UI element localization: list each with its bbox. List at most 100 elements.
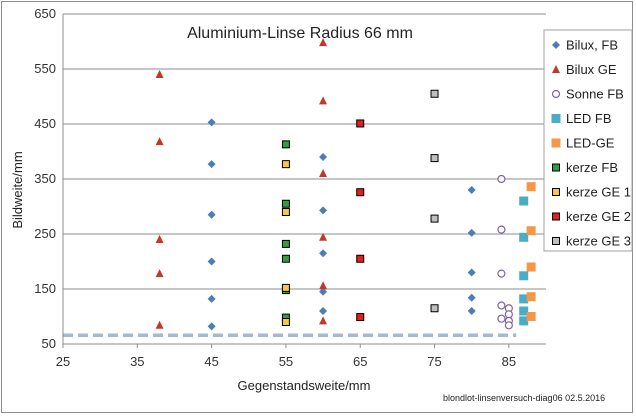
data-point [519,316,529,326]
data-point [281,254,290,263]
data-point [281,140,290,149]
data-point [430,304,439,313]
legend-label: kerze FB [566,160,618,175]
data-point [155,269,164,278]
legend-marker [552,212,560,221]
data-point [519,232,529,242]
data-point [319,38,328,47]
data-point [281,318,290,326]
x-tick-label: 55 [279,354,293,369]
data-point [430,89,439,98]
data-point [430,214,439,223]
series-8 [430,89,439,313]
legend-label: kerze GE 3 [566,234,631,249]
data-point [281,160,290,169]
legend-marker [552,188,560,196]
data-point [319,206,328,215]
data-point [467,186,476,194]
data-point [281,239,290,248]
series-0 [207,118,476,331]
legend-label: LED FB [566,111,612,126]
data-point [526,292,536,302]
data-point [519,196,529,206]
data-point [497,314,506,323]
legend-item: Bilux GE [552,62,617,77]
legend-item: LED-GE [551,136,615,151]
legend-label: kerze GE 2 [566,209,631,224]
legend-label: kerze GE 1 [566,185,631,200]
data-point [319,153,328,161]
data-point [319,307,328,315]
data-point [519,306,529,316]
legend-marker [551,138,561,148]
legend-item: LED FB [551,111,612,126]
legend-marker [552,65,560,73]
x-tick-label: 75 [427,354,441,369]
data-point [519,294,529,304]
data-point [356,119,365,128]
data-point [319,232,328,241]
x-axis-label: Gegenstandsweite/mm [238,378,371,393]
data-point [281,283,290,292]
data-point [155,70,164,78]
data-point [319,96,328,105]
data-point [356,313,365,322]
data-point [504,321,513,330]
data-point [526,182,536,192]
grid-lines [63,13,546,345]
legend: Bilux, FB Bilux GE Sonne FB LED FB LED-GE ker… [543,29,633,252]
data-point [504,310,513,319]
legend-marker [552,163,560,172]
y-tick-label: 250 [34,226,56,241]
series-1 [155,38,328,329]
data-point [467,307,476,315]
y-tick-label: 450 [34,116,56,131]
data-point [207,210,216,219]
legend-label: Bilux, FB [566,38,618,53]
data-point [497,225,506,234]
series-7 [356,119,365,322]
data-point [319,316,328,325]
data-point [526,262,536,272]
data-points [155,38,536,331]
data-point [155,235,164,243]
data-point [319,169,328,177]
legend-item: kerze GE 2 [552,209,631,224]
legend-marker [552,41,560,49]
data-point [155,137,164,146]
legend-marker [551,89,561,99]
legend-item: kerze GE 3 [552,234,631,249]
series-4 [526,182,536,321]
x-tick-label: 35 [130,354,144,369]
x-tick-label: 65 [353,354,367,369]
y-tick-label: 350 [34,171,56,186]
data-point [356,254,365,263]
data-point [467,293,476,302]
axes: 50 150 250 350 450 550 650 25 35 45 55 65 75 85 [34,6,516,369]
x-tick-label: 85 [502,354,516,369]
legend-item: kerze GE 1 [552,185,631,200]
x-tick-label: 25 [56,354,70,369]
y-tick-label: 50 [42,336,56,351]
chart-title: Aluminium-Linse Radius 66 mm [187,25,413,42]
y-axis-label: Bildweite/mm [10,151,25,228]
series-2 [497,174,513,330]
data-point [281,208,290,216]
data-point [497,174,506,184]
legend-label: Bilux GE [566,62,617,77]
data-point [207,322,216,331]
data-point [526,312,536,321]
series-3 [519,196,529,326]
legend-item: Sonne FB [551,87,624,102]
y-tick-label: 650 [34,6,56,21]
data-point [207,294,216,303]
legend-marker [551,114,561,123]
data-point [207,160,216,169]
data-point [519,271,529,281]
data-point [497,269,506,278]
data-point [497,301,506,310]
data-point [467,228,476,237]
series-6 [281,160,290,326]
source-note: blondlot-linsenversuch-diag06 02.5.2016 [443,393,605,403]
